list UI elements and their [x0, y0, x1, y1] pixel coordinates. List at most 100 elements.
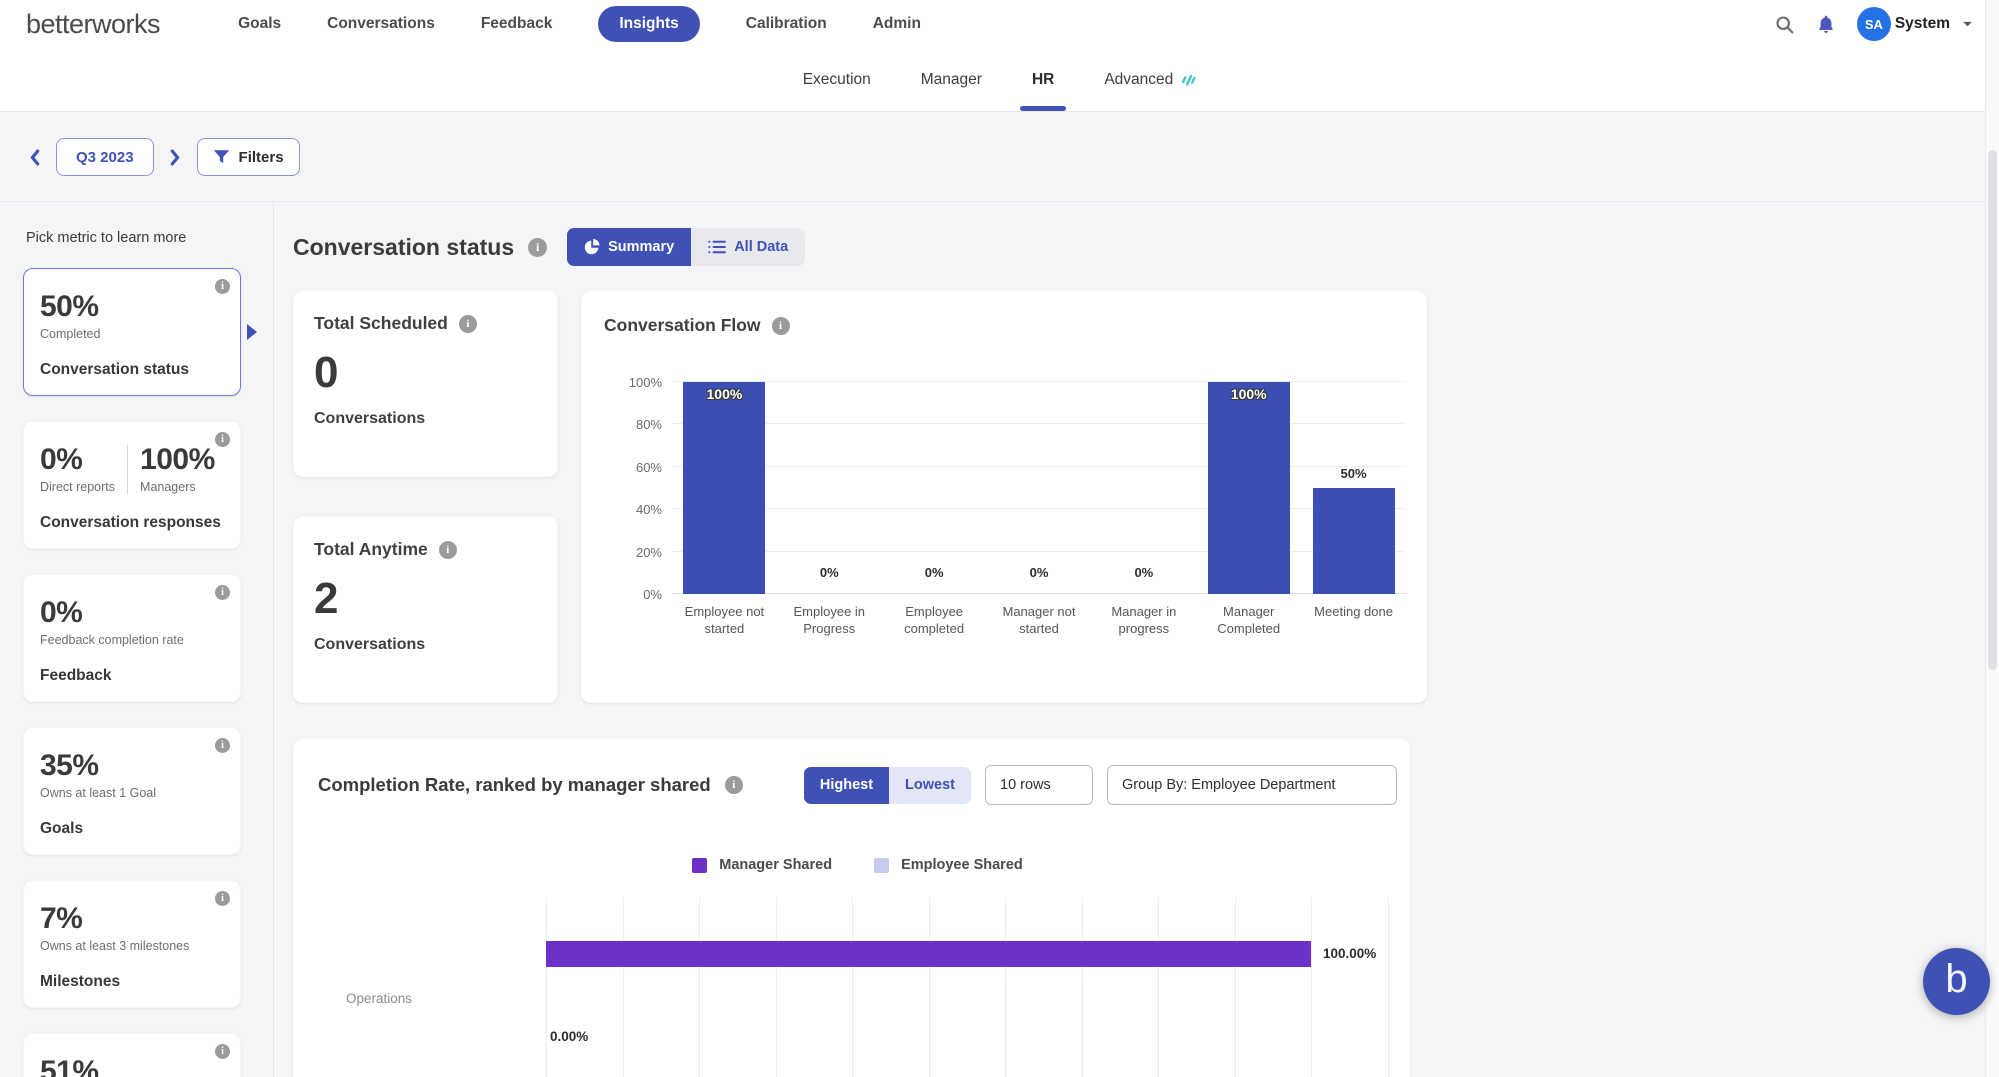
- insights-subnav: Execution Manager HR Advanced: [0, 48, 1999, 112]
- rank-toggle: HighestLowest: [804, 767, 971, 804]
- advanced-beta-icon: [1180, 72, 1196, 87]
- metric-divider: [127, 445, 128, 494]
- gridline: [672, 508, 1406, 509]
- metric-card-milestones[interactable]: i7%Owns at least 3 milestonesMilestones: [23, 880, 241, 1008]
- scrollbar-thumb[interactable]: [1988, 150, 1997, 670]
- info-icon[interactable]: i: [215, 1044, 230, 1059]
- x-axis-label: Employee completed: [882, 604, 987, 638]
- page-scrollbar[interactable]: [1985, 0, 1999, 1077]
- notifications-bell-icon[interactable]: [1816, 13, 1836, 35]
- metric-card-feedback[interactable]: i0%Feedback completion rateFeedback: [23, 574, 241, 702]
- next-period-button[interactable]: [167, 138, 184, 176]
- metric-card-partial[interactable]: i51%: [23, 1033, 241, 1077]
- bar-value-label: 0.00%: [550, 1029, 588, 1044]
- y-axis-tick: 0%: [643, 587, 662, 602]
- betterworks-logo[interactable]: betterworks: [26, 9, 160, 40]
- tab-manager[interactable]: Manager: [919, 48, 984, 111]
- x-axis-label: Manager Completed: [1196, 604, 1301, 638]
- avatar[interactable]: SA: [1857, 7, 1891, 41]
- summary-toggle-button[interactable]: Summary: [567, 228, 691, 266]
- legend-item-employee-shared[interactable]: Employee Shared: [874, 857, 1023, 873]
- stat-value: 0: [314, 348, 537, 398]
- completion-controls: HighestLowest 10 rows Group By: Employee…: [804, 765, 1397, 805]
- metric-value: 100%: [140, 443, 215, 477]
- gridline: [1005, 897, 1006, 1077]
- info-icon[interactable]: i: [725, 776, 743, 794]
- nav-item-goals[interactable]: Goals: [238, 15, 281, 33]
- top-navigation-bar: betterworks Goals Conversations Feedback In…: [0, 0, 1999, 48]
- filters-button[interactable]: Filters: [197, 138, 300, 176]
- status-cards-row: Total Scheduledi0ConversationsTotal Anyt…: [293, 290, 1999, 703]
- metric-card-conversation-status[interactable]: i50%CompletedConversation status: [23, 268, 241, 396]
- lowest-toggle-button[interactable]: Lowest: [889, 767, 971, 804]
- gridline: [1311, 897, 1312, 1077]
- info-icon[interactable]: i: [215, 585, 230, 600]
- x-axis-label: Employee in Progress: [777, 604, 882, 638]
- chat-widget-button[interactable]: b: [1923, 948, 1990, 1015]
- metric-value: 7%: [40, 902, 189, 936]
- gridline: [546, 897, 547, 1077]
- flow-bar-manager-completed[interactable]: 100%: [1208, 382, 1290, 594]
- metric-value: 50%: [40, 290, 100, 324]
- search-icon[interactable]: [1774, 14, 1795, 35]
- metric-caption: Managers: [140, 480, 215, 494]
- gridline: [699, 897, 700, 1077]
- bar-value-label: 100%: [683, 386, 765, 402]
- tab-execution[interactable]: Execution: [801, 48, 873, 111]
- stat-unit: Conversations: [314, 410, 537, 428]
- gridline: [623, 897, 624, 1077]
- nav-item-feedback[interactable]: Feedback: [481, 15, 553, 33]
- info-icon[interactable]: i: [215, 279, 230, 294]
- tab-label: Execution: [803, 71, 871, 89]
- completion-rate-chart: Operations100.00%0.00%: [318, 897, 1397, 1077]
- info-icon[interactable]: i: [215, 891, 230, 906]
- tab-label: Manager: [921, 71, 982, 89]
- pie-chart-icon: [584, 239, 600, 255]
- hbar-manager-shared[interactable]: [546, 941, 1311, 967]
- x-axis-label: Employee not started: [672, 604, 777, 638]
- nav-item-calibration[interactable]: Calibration: [746, 15, 827, 33]
- conversation-flow-chart: 0%20%40%60%80%100%100%0%0%0%0%100%50% Em…: [628, 382, 1404, 672]
- metric-caption: Owns at least 3 milestones: [40, 939, 189, 953]
- gridline: [672, 381, 1406, 382]
- view-toggle: SummaryAll Data: [567, 228, 805, 266]
- nav-item-admin[interactable]: Admin: [873, 15, 921, 33]
- metric-card-goals[interactable]: i35%Owns at least 1 GoalGoals: [23, 727, 241, 855]
- legend-label: Employee Shared: [901, 857, 1023, 873]
- gridline: [852, 897, 853, 1077]
- chevron-right-icon: [170, 149, 181, 166]
- gridline: [776, 897, 777, 1077]
- highest-toggle-button[interactable]: Highest: [804, 767, 889, 804]
- metric: 50%Completed: [40, 290, 100, 341]
- previous-period-button[interactable]: [26, 138, 43, 176]
- flow-bar-meeting-done[interactable]: 50%: [1313, 488, 1395, 594]
- all-data-toggle-button[interactable]: All Data: [691, 228, 805, 266]
- info-icon[interactable]: i: [215, 738, 230, 753]
- info-icon[interactable]: i: [528, 238, 547, 257]
- info-icon[interactable]: i: [215, 432, 230, 447]
- nav-item-insights[interactable]: Insights: [598, 6, 699, 42]
- metric-values: 0%Direct reports 100% Managers: [40, 443, 224, 494]
- gridline: [1082, 897, 1083, 1077]
- nav-item-conversations[interactable]: Conversations: [327, 15, 435, 33]
- info-icon[interactable]: i: [772, 317, 790, 335]
- metric: 0%Feedback completion rate: [40, 596, 184, 647]
- info-icon[interactable]: i: [459, 315, 477, 333]
- group-by-select[interactable]: Group By: Employee Department: [1107, 765, 1397, 805]
- legend-item-manager-shared[interactable]: Manager Shared: [692, 857, 832, 873]
- metric: 0%Direct reports: [40, 443, 115, 494]
- user-menu[interactable]: SA System: [1857, 7, 1973, 41]
- info-icon[interactable]: i: [439, 541, 457, 559]
- rows-select[interactable]: 10 rows: [985, 765, 1093, 805]
- metric-value: 0%: [40, 443, 115, 477]
- tab-advanced[interactable]: Advanced: [1102, 48, 1198, 111]
- flow-bar-employee-not-started[interactable]: 100%: [683, 382, 765, 594]
- tab-hr[interactable]: HR: [1030, 48, 1056, 111]
- category-label-operations: Operations: [346, 991, 412, 1006]
- period-selector-button[interactable]: Q3 2023: [56, 138, 154, 176]
- gridline: [672, 423, 1406, 424]
- metric-card-conversation-responses[interactable]: i0%Direct reports100%ManagersConversatio…: [23, 421, 241, 549]
- x-axis-label: Meeting done: [1301, 604, 1406, 621]
- selected-card-arrow: [247, 324, 257, 340]
- metric-values: 0%Feedback completion rate: [40, 596, 224, 647]
